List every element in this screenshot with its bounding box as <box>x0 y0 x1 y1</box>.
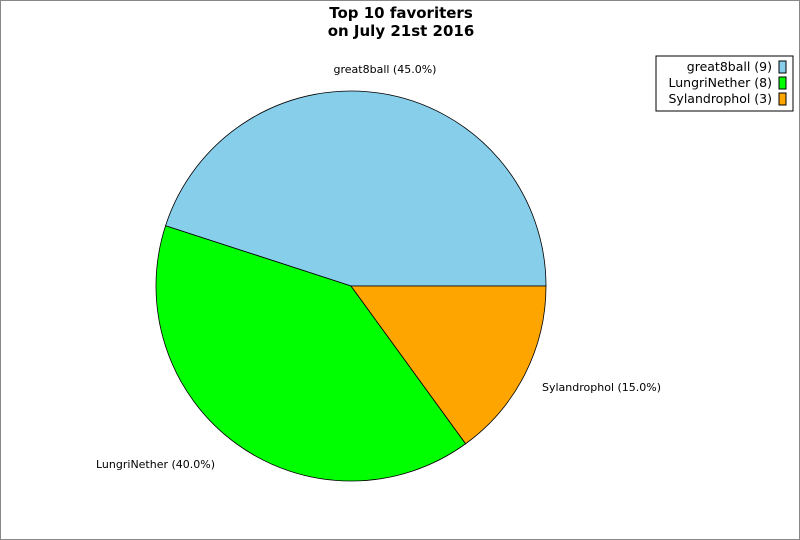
legend-label: great8ball (9) <box>687 59 772 74</box>
legend: great8ball (9)LungriNether (8)Sylandroph… <box>655 55 794 112</box>
slice-label: LungriNether (40.0%) <box>96 458 215 471</box>
legend-swatch <box>778 76 787 90</box>
pie-slice-sylandrophol <box>350 285 547 445</box>
legend-swatch <box>778 60 787 74</box>
chart-title-line-1: Top 10 favoriters <box>329 4 473 22</box>
pie-slice-lungrinether <box>155 225 467 482</box>
chart-title-line-2: on July 21st 2016 <box>328 22 475 40</box>
slice-label: Sylandrophol (15.0%) <box>542 381 661 394</box>
legend-box <box>655 55 794 112</box>
pie-slice-great8ball <box>165 90 547 287</box>
legend-swatch <box>778 92 787 106</box>
legend-label: LungriNether (8) <box>668 75 772 90</box>
slice-label: great8ball (45.0%) <box>334 63 437 76</box>
legend-label: Sylandrophol (3) <box>669 91 773 106</box>
